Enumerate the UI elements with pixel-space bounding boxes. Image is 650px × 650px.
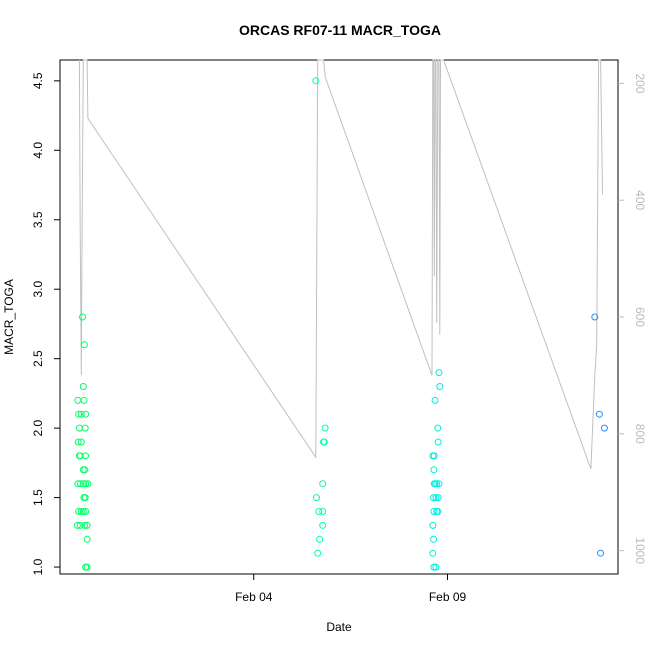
data-point bbox=[315, 508, 323, 515]
data-point bbox=[77, 508, 85, 515]
data-point bbox=[430, 452, 438, 460]
data-point bbox=[76, 452, 84, 460]
x-tick-label: Feb 04 bbox=[235, 590, 273, 604]
data-point bbox=[75, 410, 83, 418]
y2-tick-label: 1000 bbox=[633, 537, 647, 564]
data-point bbox=[434, 424, 442, 432]
data-point bbox=[82, 452, 90, 460]
y-tick-label: 1.0 bbox=[31, 558, 45, 575]
data-point bbox=[83, 521, 91, 529]
data-point bbox=[74, 396, 82, 404]
data-point bbox=[429, 549, 437, 557]
data-point bbox=[80, 480, 88, 488]
y-tick-label: 2.0 bbox=[31, 419, 45, 436]
data-point bbox=[82, 480, 90, 488]
y2-tick-label: 400 bbox=[633, 190, 647, 210]
data-point bbox=[75, 508, 83, 515]
data-point bbox=[436, 383, 444, 390]
y-axis: 1.0 1.5 2.0 2.5 3.0 3.5 4.0 4.5 bbox=[31, 72, 60, 575]
data-point bbox=[432, 494, 440, 502]
x-tick-label: Feb 09 bbox=[429, 590, 467, 604]
data-point bbox=[82, 508, 90, 515]
data-point bbox=[81, 424, 89, 432]
data-point bbox=[82, 410, 90, 418]
data-point bbox=[600, 424, 608, 432]
data-point bbox=[431, 396, 439, 404]
x-axis: Feb 04 Feb 09 bbox=[235, 574, 467, 604]
data-point bbox=[81, 494, 89, 502]
data-point bbox=[79, 508, 87, 515]
x-axis-label: Date bbox=[326, 620, 352, 634]
data-point bbox=[430, 494, 438, 502]
y-tick-label: 4.0 bbox=[31, 142, 45, 159]
data-point bbox=[80, 396, 88, 404]
y-tick-label: 4.5 bbox=[31, 72, 45, 89]
data-point bbox=[80, 341, 88, 349]
y2-tick-label: 800 bbox=[633, 424, 647, 444]
data-point bbox=[312, 77, 320, 85]
data-point bbox=[319, 480, 327, 488]
data-point bbox=[81, 466, 89, 474]
data-point bbox=[314, 549, 322, 557]
data-point bbox=[431, 480, 439, 488]
data-point bbox=[84, 480, 92, 488]
data-point bbox=[591, 313, 599, 321]
data-point bbox=[430, 535, 438, 543]
data-point bbox=[319, 508, 327, 515]
data-point bbox=[321, 424, 329, 432]
data-point bbox=[83, 563, 91, 571]
data-point bbox=[79, 383, 87, 390]
data-point bbox=[76, 521, 84, 529]
y-tick-label: 3.5 bbox=[31, 211, 45, 228]
y-tick-label: 2.5 bbox=[31, 350, 45, 367]
y2-tick-label: 200 bbox=[633, 73, 647, 93]
data-point bbox=[430, 508, 438, 515]
plot-frame bbox=[59, 59, 619, 575]
data-point bbox=[430, 466, 438, 474]
data-point bbox=[429, 521, 437, 529]
data-point bbox=[434, 508, 442, 515]
y2-tick-label: 600 bbox=[633, 307, 647, 327]
secondary-line bbox=[78, 59, 603, 470]
secondary-line-layer bbox=[78, 59, 603, 470]
data-point bbox=[434, 494, 442, 502]
data-point bbox=[77, 438, 85, 446]
data-point bbox=[320, 438, 328, 446]
data-point bbox=[319, 521, 327, 529]
chart-title: ORCAS RF07-11 MACR_TOGA bbox=[239, 22, 441, 38]
data-point bbox=[597, 549, 605, 557]
data-point bbox=[81, 521, 89, 529]
data-point bbox=[435, 480, 443, 488]
data-point bbox=[430, 563, 438, 571]
points-layer bbox=[73, 77, 608, 571]
data-point bbox=[83, 535, 91, 543]
data-point bbox=[79, 313, 86, 321]
y-tick-label: 1.5 bbox=[31, 489, 45, 506]
y2-axis: 200 400 600 800 1000 bbox=[618, 73, 647, 564]
data-point bbox=[435, 369, 443, 377]
data-point bbox=[595, 410, 603, 418]
data-point bbox=[432, 563, 440, 571]
data-point bbox=[75, 424, 83, 432]
data-point bbox=[313, 494, 320, 502]
data-point bbox=[73, 521, 81, 529]
y-tick-label: 3.0 bbox=[31, 281, 45, 298]
data-point bbox=[434, 438, 442, 446]
data-point bbox=[74, 438, 82, 446]
y-axis-label: MACR_TOGA bbox=[2, 279, 16, 355]
data-point bbox=[77, 480, 84, 488]
data-point bbox=[77, 410, 85, 418]
data-point bbox=[316, 535, 324, 543]
